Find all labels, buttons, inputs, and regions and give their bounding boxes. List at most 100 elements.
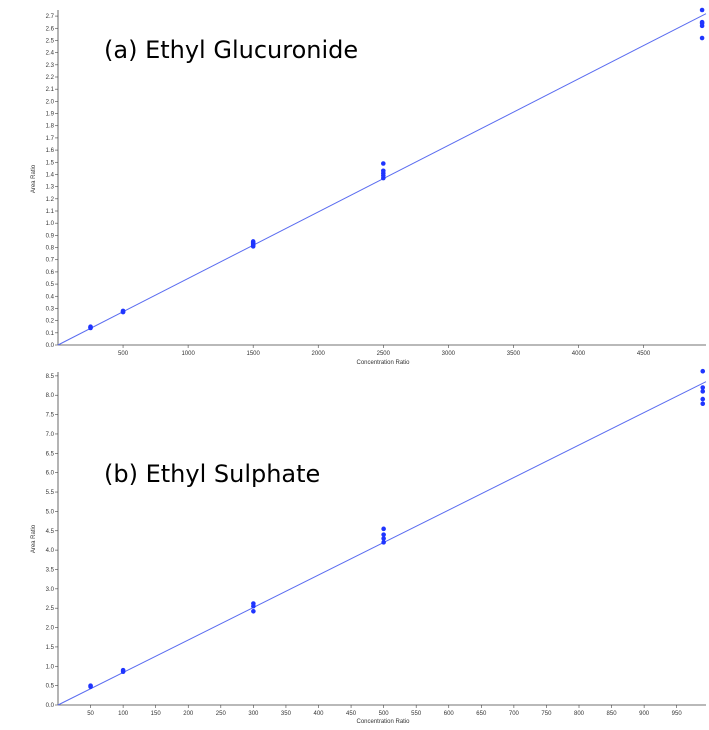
y-tick-label: 2.5 — [46, 38, 55, 44]
x-tick-label: 4500 — [637, 351, 651, 357]
y-tick-label: 2.6 — [46, 26, 55, 32]
y-tick-label: 1.6 — [46, 148, 55, 154]
x-tick-label: 1500 — [247, 351, 261, 357]
y-tick-label: 1.0 — [46, 664, 55, 670]
x-tick-label: 900 — [639, 711, 650, 717]
data-point — [381, 536, 386, 541]
y-tick-label: 6.0 — [46, 471, 55, 477]
y-tick-label: 2.4 — [46, 51, 55, 57]
data-point — [700, 396, 706, 402]
y-tick-label: 2.2 — [46, 75, 55, 81]
y-ticks: 0.0 0.1 0.2 0.3 0.4 0.5 0.6 0.7 0.8 0.9 1.0 1.1 1.2 1… — [46, 14, 58, 349]
x-tick-label: 550 — [411, 711, 422, 717]
x-tick-label: 350 — [281, 711, 292, 717]
data-point — [699, 19, 705, 25]
y-tick-label: 3.0 — [46, 587, 55, 593]
x-tick-label: 100 — [118, 711, 129, 717]
x-tick-label: 500 — [118, 351, 129, 357]
chart-title: (b) Ethyl Sulphate — [104, 460, 320, 488]
axes — [57, 372, 706, 706]
x-tick-label: 2000 — [312, 351, 326, 357]
y-tick-label: 3.5 — [46, 567, 55, 573]
x-ticks: 500 1000 1500 2000 2500 3000 3500 4000 4500 — [118, 345, 651, 357]
y-tick-label: 1.3 — [46, 185, 55, 191]
y-tick-label: 5.5 — [46, 490, 55, 496]
data-point — [700, 368, 706, 374]
axes — [57, 10, 706, 346]
x-tick-label: 400 — [313, 711, 324, 717]
y-tick-label: 0.6 — [46, 270, 55, 276]
data-point — [88, 325, 93, 330]
y-tick-label: 8.5 — [46, 374, 55, 380]
y-tick-label: 0.2 — [46, 319, 55, 325]
y-tick-label: 0.3 — [46, 306, 55, 312]
data-point — [250, 239, 256, 244]
data-point — [251, 601, 256, 606]
x-tick-label: 150 — [151, 711, 162, 717]
x-tick-label: 700 — [509, 711, 520, 717]
y-tick-label: 7.5 — [46, 413, 55, 419]
y-tick-label: 1.8 — [46, 124, 55, 130]
y-tick-label: 0.1 — [46, 331, 55, 337]
y-tick-label: 1.9 — [46, 112, 55, 118]
data-point — [700, 389, 706, 394]
x-tick-label: 3500 — [507, 351, 521, 357]
x-tick-label: 2500 — [377, 351, 391, 357]
y-tick-label: 1.5 — [46, 645, 55, 651]
y-axis-label: Area Ratio — [31, 164, 37, 193]
data-point — [381, 161, 386, 166]
x-tick-label: 300 — [248, 711, 259, 717]
chart-title: (a) Ethyl Glucuronide — [104, 36, 358, 64]
y-tick-label: 0.8 — [46, 246, 55, 252]
x-tick-label: 50 — [87, 711, 94, 717]
x-tick-label: 450 — [346, 711, 357, 717]
x-tick-label: 250 — [216, 711, 227, 717]
y-tick-label: 2.1 — [46, 87, 55, 93]
y-tick-label: 0.9 — [46, 233, 55, 239]
data-point — [381, 540, 386, 545]
y-tick-label: 0.7 — [46, 258, 55, 264]
x-tick-label: 950 — [672, 711, 683, 717]
points-group — [88, 368, 706, 690]
y-tick-label: 7.0 — [46, 432, 55, 438]
x-tick-label: 4000 — [572, 351, 586, 357]
data-point — [88, 683, 93, 688]
y-tick-label: 2.5 — [46, 606, 55, 612]
y-tick-label: 2.0 — [46, 99, 55, 105]
x-tick-label: 850 — [607, 711, 618, 717]
y-tick-label: 1.5 — [46, 160, 55, 166]
y-tick-label: 0.5 — [46, 684, 55, 690]
points-group — [88, 7, 705, 331]
data-point — [251, 608, 256, 614]
data-point — [120, 309, 126, 314]
y-tick-label: 0.0 — [46, 703, 55, 709]
data-point — [120, 667, 126, 673]
y-tick-label: 0.0 — [46, 343, 55, 349]
y-tick-label: 0.4 — [46, 294, 55, 300]
x-tick-label: 3000 — [442, 351, 456, 357]
x-ticks: 50 100 150 200 250 300 350 400 450 500 550 600 650 70… — [87, 705, 682, 717]
x-tick-label: 600 — [444, 711, 455, 717]
y-tick-label: 5.0 — [46, 509, 55, 515]
y-tick-label: 4.5 — [46, 529, 55, 535]
chart-panel-ethyl-sulphate: (b) Ethyl Sulphate Concentration Ratio A… — [31, 368, 707, 725]
data-point — [381, 532, 386, 537]
data-point — [699, 35, 705, 41]
data-point — [699, 7, 705, 13]
y-tick-label: 8.0 — [46, 393, 55, 399]
y-tick-label: 0.5 — [46, 282, 55, 288]
x-tick-label: 500 — [379, 711, 390, 717]
x-tick-label: 1000 — [181, 351, 195, 357]
y-tick-label: 2.0 — [46, 626, 55, 632]
x-axis-label: Concentration Ratio — [356, 719, 410, 725]
y-tick-label: 1.1 — [46, 209, 55, 215]
y-tick-label: 6.5 — [46, 451, 55, 457]
data-point — [700, 401, 706, 407]
data-point — [381, 526, 386, 532]
y-tick-label: 2.7 — [46, 14, 55, 20]
y-tick-label: 2.3 — [46, 63, 55, 69]
y-axis-label: Area Ratio — [31, 524, 37, 553]
x-tick-label: 800 — [574, 711, 585, 717]
